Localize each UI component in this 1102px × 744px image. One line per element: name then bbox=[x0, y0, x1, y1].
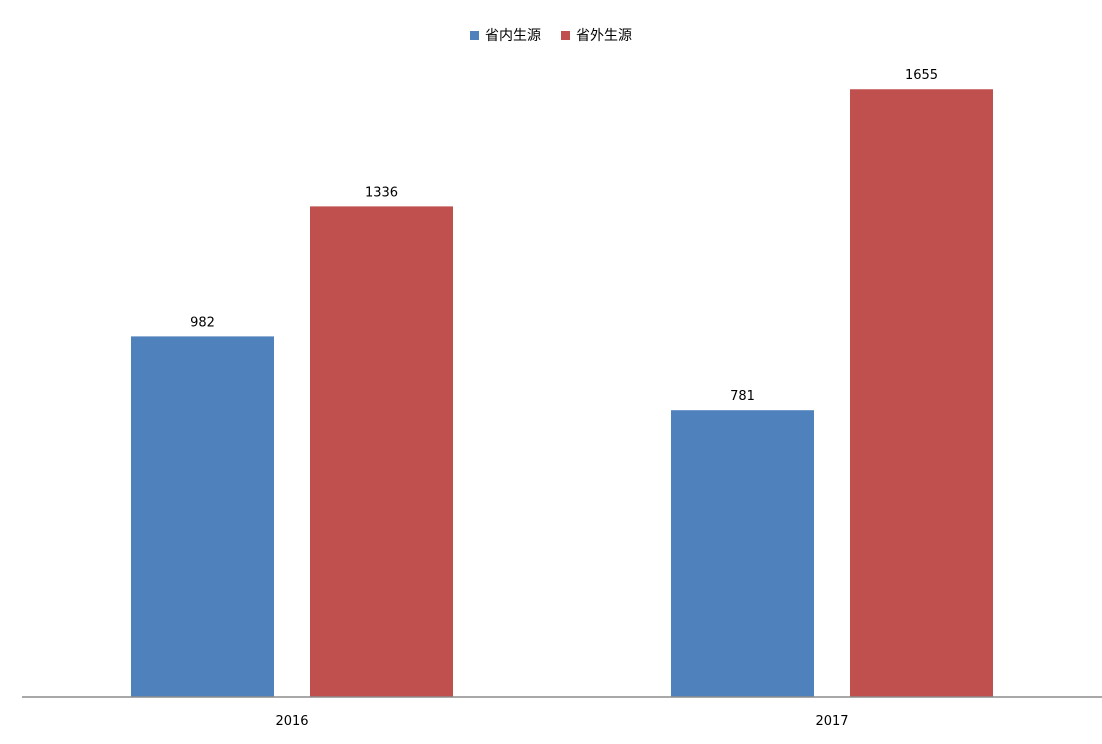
legend-swatch-out-of-province bbox=[561, 31, 570, 40]
bar-2016-out-of-province bbox=[310, 206, 453, 697]
data-label-2017-out-of-province: 1655 bbox=[905, 68, 938, 83]
legend: 省内生源 省外生源 bbox=[470, 28, 632, 44]
bar-2017-out-of-province bbox=[850, 89, 993, 697]
legend-label-in-province: 省内生源 bbox=[485, 28, 541, 44]
data-labels-group: 982 1336 781 1655 bbox=[190, 68, 938, 404]
legend-label-out-of-province: 省外生源 bbox=[576, 28, 632, 44]
data-label-2016-in-province: 982 bbox=[190, 315, 215, 330]
bar-2016-in-province bbox=[131, 336, 274, 697]
data-label-2017-in-province: 781 bbox=[730, 389, 755, 404]
bars-group bbox=[131, 89, 993, 697]
legend-swatch-in-province bbox=[470, 31, 479, 40]
bar-2017-in-province bbox=[671, 410, 814, 697]
x-tick-label-2017: 2017 bbox=[815, 714, 848, 729]
x-tick-label-2016: 2016 bbox=[275, 714, 308, 729]
data-label-2016-out-of-province: 1336 bbox=[365, 185, 398, 200]
x-tick-labels-group: 2016 2017 bbox=[275, 714, 848, 729]
